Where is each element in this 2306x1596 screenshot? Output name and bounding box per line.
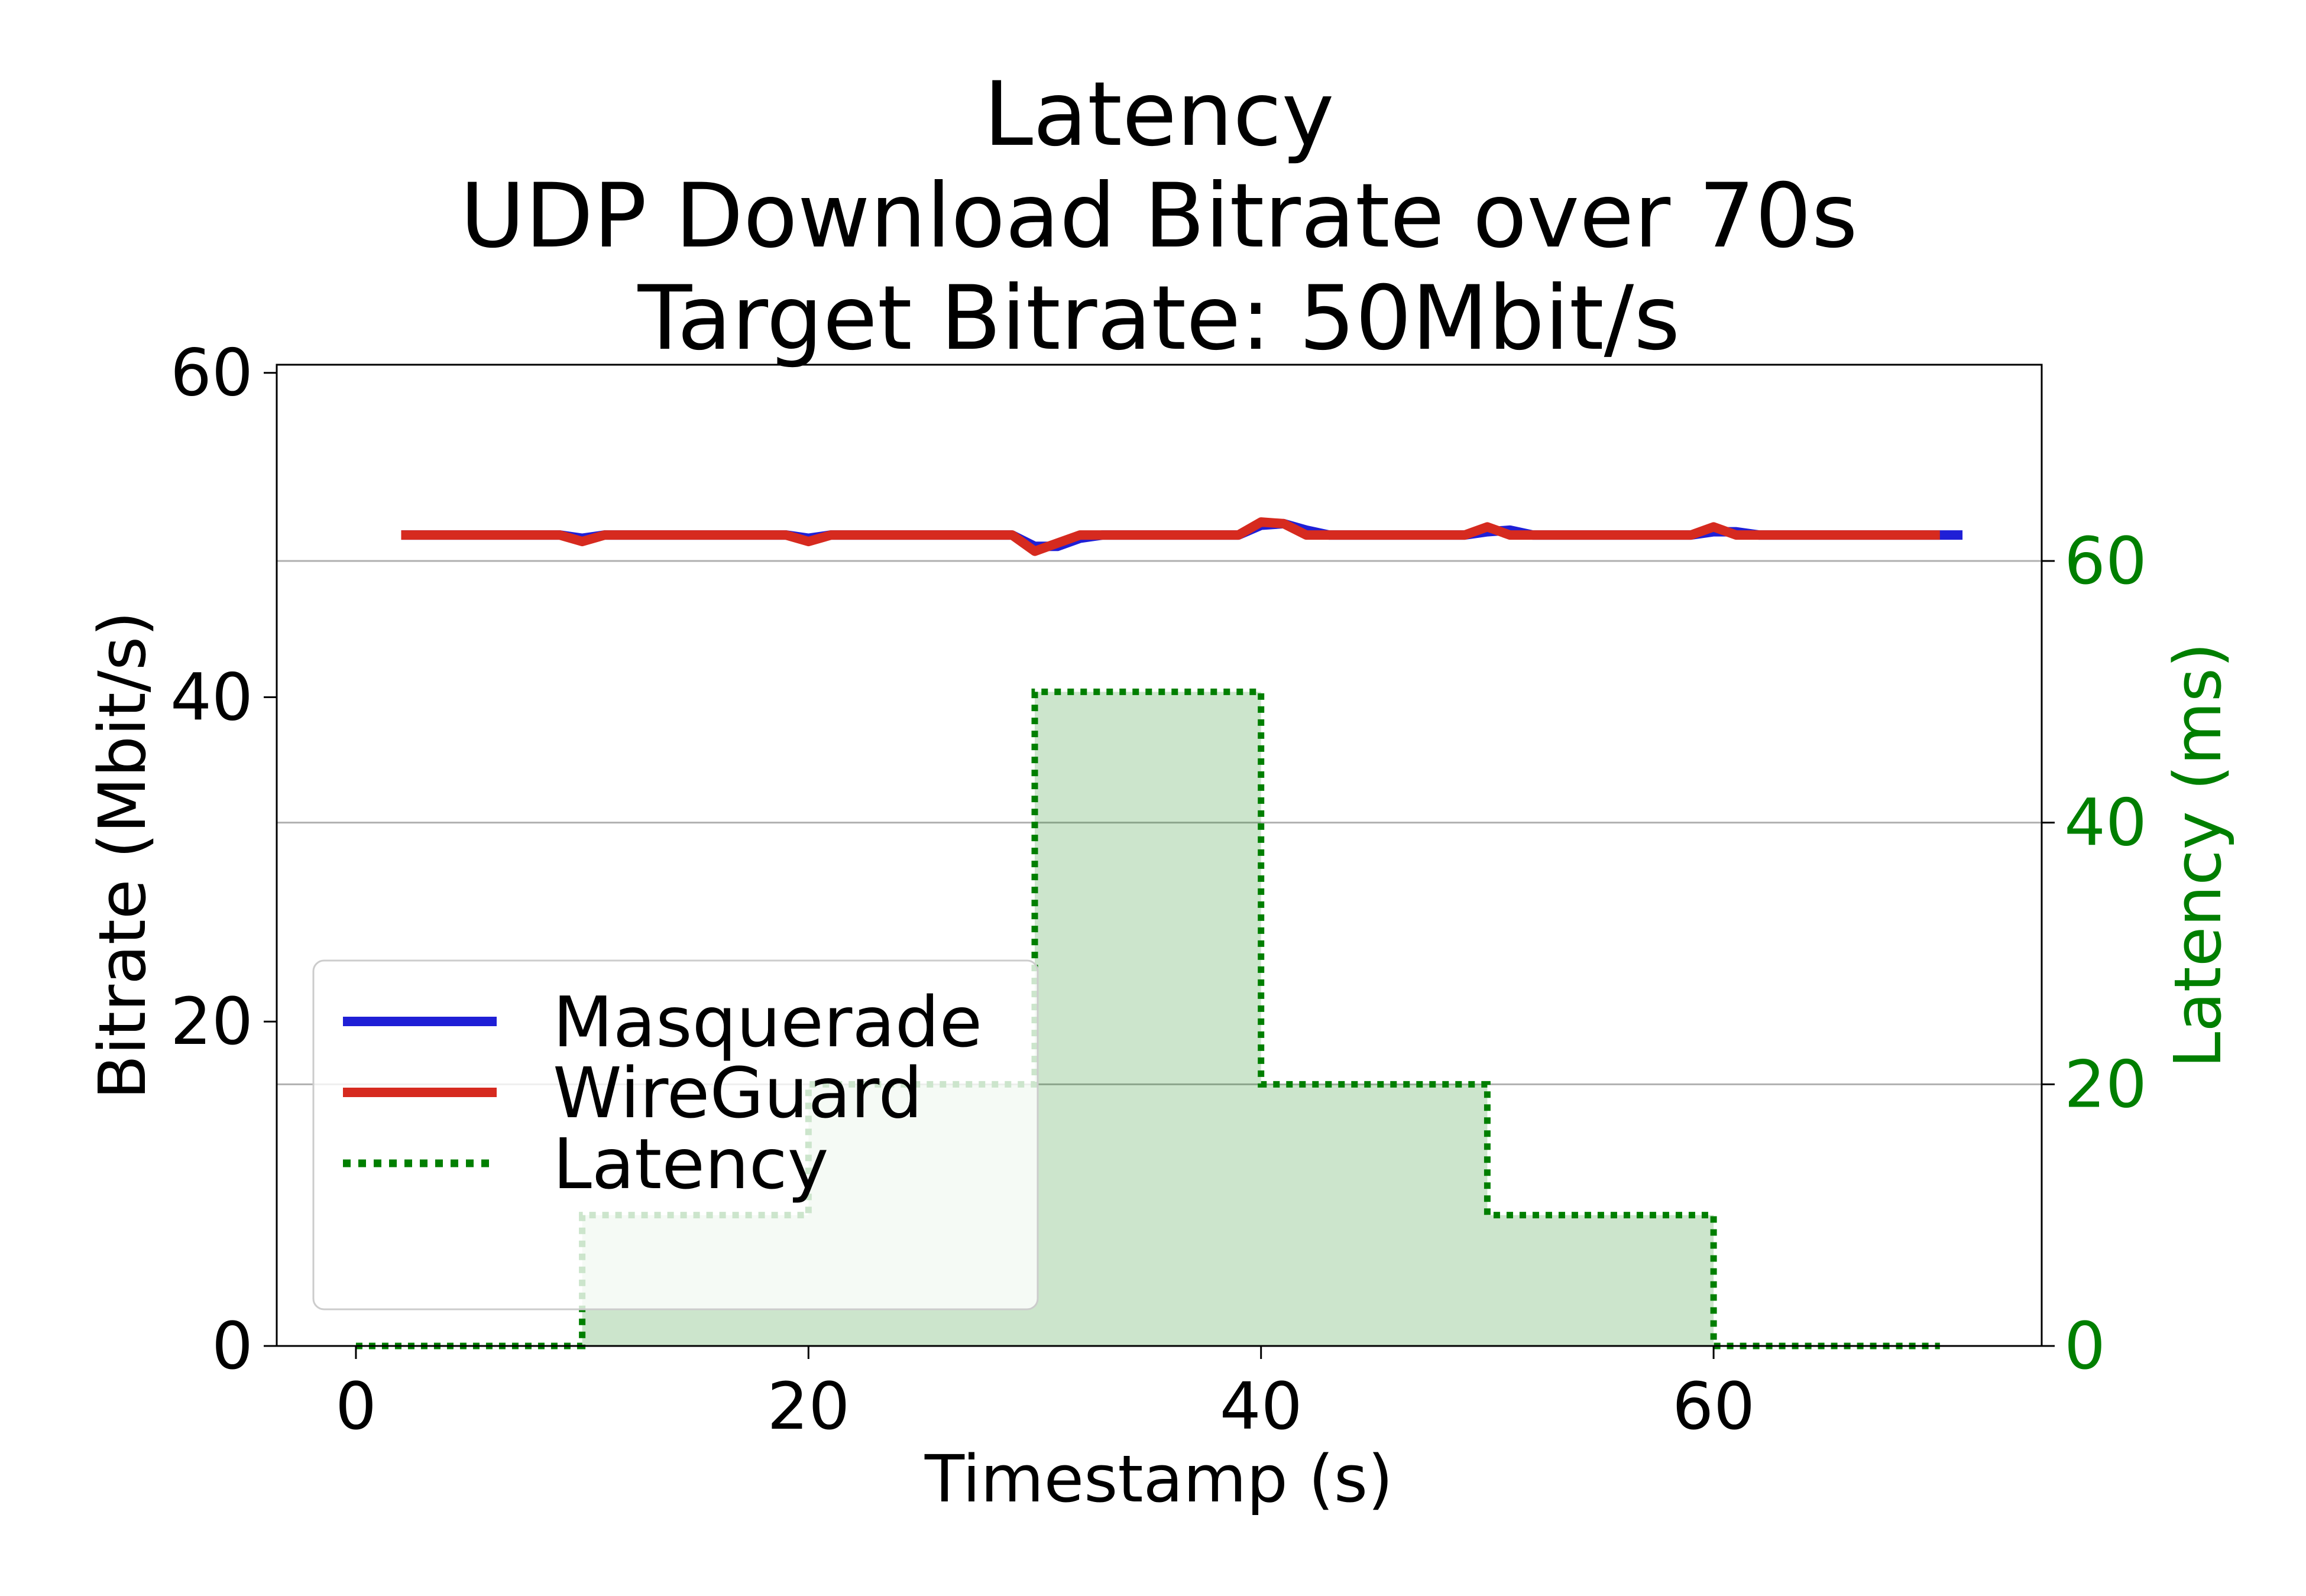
x-tick-label: 20: [767, 1368, 850, 1444]
plot-frame: [276, 364, 2043, 1347]
legend-label-masquerade: Masquerade: [553, 981, 982, 1063]
y-tick-label: 20: [170, 984, 253, 1059]
y-tick-label: 40: [170, 659, 253, 735]
y2-tick-label: 20: [2064, 1046, 2147, 1122]
y2-axis-label: Latency (ms): [2160, 643, 2236, 1068]
x-axis-label: Timestamp (s): [924, 1441, 1393, 1517]
legend-label-latency: Latency: [553, 1123, 828, 1205]
tick-layer: 0 20 40 60 0 20 40 60 0 20 40 60: [170, 335, 2147, 1444]
y2-tick-label: 60: [2064, 523, 2147, 599]
x-tick-label: 40: [1220, 1368, 1303, 1444]
chart-subtitle-target: Target Bitrate: 50Mbit/s: [637, 267, 1680, 370]
y-tick-label: 0: [212, 1308, 253, 1384]
latency-fill-layer: [355, 692, 1940, 1346]
legend-box: [312, 959, 1039, 1310]
x-tick-label: 60: [1672, 1368, 1755, 1444]
chart-title: Latency: [984, 63, 1335, 166]
series-line-wireguard: [401, 517, 1940, 556]
y-tick-label: 60: [170, 335, 253, 411]
y-axis-label: Bitrate (Mbit/s): [85, 611, 160, 1099]
y2-tick-label: 0: [2064, 1308, 2106, 1384]
x-tick-label: 0: [335, 1368, 377, 1444]
chart-subtitle-bitrate: UDP Download Bitrate over 70s: [460, 165, 1858, 268]
y2-tick-label: 40: [2064, 785, 2147, 861]
latency-area-fill: [355, 692, 1940, 1346]
legend-label-wireguard: WireGuard: [553, 1052, 922, 1134]
